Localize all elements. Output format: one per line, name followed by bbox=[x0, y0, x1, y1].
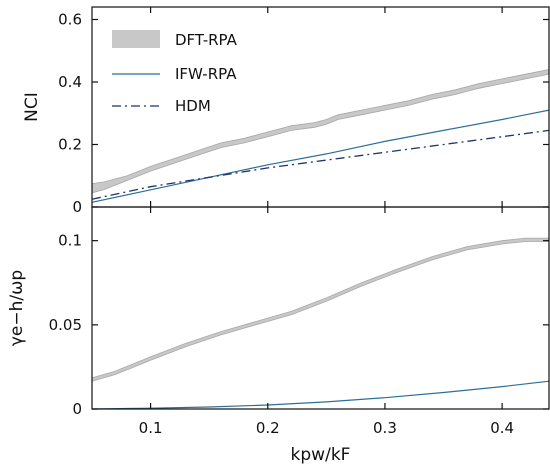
x-tick-label: 0.1 bbox=[139, 419, 163, 437]
bottom-panel-frame bbox=[91, 206, 550, 410]
x-ticklabels: 0.1 0.2 0.3 0.4 bbox=[139, 419, 514, 437]
x-tick-label: 0.4 bbox=[490, 419, 514, 437]
bottom-y-tick-label: 0 bbox=[72, 400, 82, 418]
legend-label-ifw-rpa: IFW-RPA bbox=[175, 65, 237, 83]
legend-label-hdm: HDM bbox=[175, 97, 211, 115]
x-axis-label: kpw/kF bbox=[291, 445, 351, 465]
ifw-rpa-line-top bbox=[91, 109, 550, 203]
legend: DFT-RPA IFW-RPA HDM bbox=[112, 30, 238, 115]
dft-rpa-band-area bbox=[91, 237, 550, 382]
legend-swatch-dft-rpa bbox=[112, 30, 160, 48]
top-y-ticklabels: 0 0.2 0.4 0.6 bbox=[58, 11, 82, 217]
bottom-axis-ticks bbox=[92, 207, 549, 410]
top-panel-frame bbox=[91, 6, 550, 208]
ifw-rpa-line-bottom bbox=[91, 380, 550, 410]
dft-rpa-band-top bbox=[91, 69, 550, 194]
top-axis-ticks bbox=[92, 7, 549, 208]
legend-label-dft-rpa: DFT-RPA bbox=[175, 31, 238, 49]
dft-rpa-band-bottom bbox=[91, 237, 550, 382]
dft-rpa-band-area bbox=[91, 69, 550, 194]
bottom-y-tick-label: 0.05 bbox=[49, 316, 82, 334]
bottom-panel: 0 0.05 0.1 0.1 0.2 0.3 0.4 γe−h/ωp kpw/k… bbox=[7, 206, 550, 465]
hdm-line-top bbox=[91, 129, 550, 200]
bottom-y-ticklabels: 0 0.05 0.1 bbox=[49, 232, 82, 418]
bottom-y-axis-label: γe−h/ωp bbox=[7, 270, 27, 346]
x-tick-label: 0.3 bbox=[373, 419, 397, 437]
top-y-tick-label: 0 bbox=[72, 198, 82, 216]
bottom-y-tick-label: 0.1 bbox=[58, 232, 82, 250]
top-panel: 0 0.2 0.4 0.6 NCI DFT-RPA IFW-RPA HDM bbox=[22, 6, 550, 217]
x-tick-label: 0.2 bbox=[256, 419, 280, 437]
top-y-tick-label: 0.2 bbox=[58, 136, 82, 154]
top-y-tick-label: 0.6 bbox=[58, 11, 82, 29]
top-y-tick-label: 0.4 bbox=[58, 73, 82, 91]
top-y-axis-label: NCI bbox=[22, 92, 42, 122]
